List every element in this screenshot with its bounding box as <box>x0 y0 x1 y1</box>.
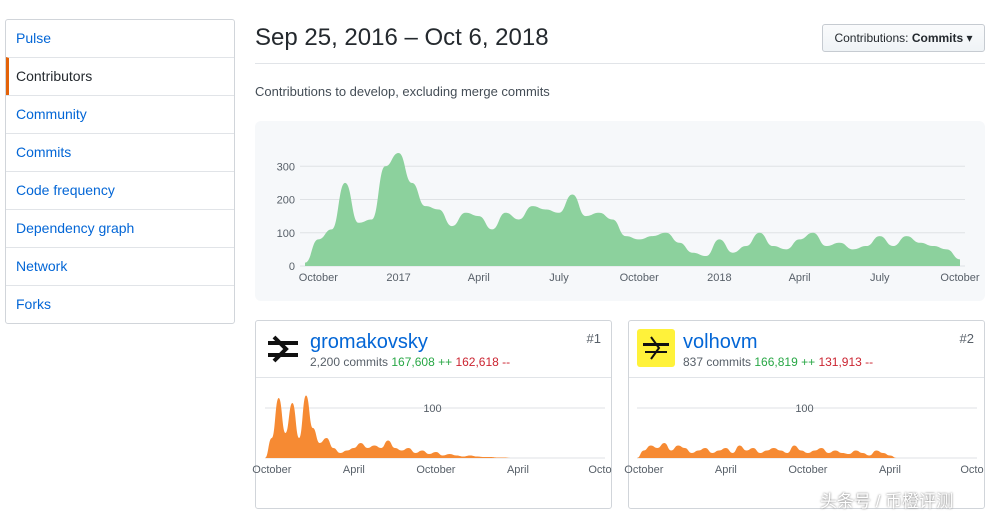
x-tick-label: October <box>252 464 291 476</box>
deletions: 131,913 -- <box>818 355 874 369</box>
y-tick-label: 100 <box>423 403 441 415</box>
x-tick-label: April <box>879 464 901 476</box>
x-tick-label: October <box>416 464 455 476</box>
x-tick-label: July <box>549 272 569 284</box>
sidebar-item[interactable]: Code frequency <box>6 171 234 209</box>
y-tick-label: 200 <box>277 195 295 207</box>
x-tick-label: October <box>940 272 979 284</box>
sidebar-item[interactable]: Dependency graph <box>6 209 234 247</box>
sidebar-item[interactable]: Commits <box>6 133 234 171</box>
divider <box>255 63 985 64</box>
commits: 2,200 commits <box>310 355 389 369</box>
avatar <box>637 329 675 367</box>
sidebar-item[interactable]: Pulse <box>16 30 52 46</box>
y-tick-label: 300 <box>277 161 295 173</box>
button-value: Commits <box>911 31 964 45</box>
x-tick-label: July <box>870 272 890 284</box>
x-tick-label: April <box>789 272 811 284</box>
x-tick-label: April <box>343 464 365 476</box>
x-tick-label: October <box>620 272 659 284</box>
stats: 2,200 commits 167,608 ++ 162,618 -- <box>310 355 510 369</box>
y-tick-label: 100 <box>277 228 295 240</box>
sidebar-item[interactable]: Community <box>6 95 234 133</box>
subtitle: Contributions to develop, excluding merg… <box>255 84 550 99</box>
x-tick-label: Octo <box>960 464 983 476</box>
area <box>265 395 600 458</box>
contributor-card: volhovm 837 commits 166,819 ++ 131,913 -… <box>628 320 985 509</box>
x-tick-label: April <box>468 272 490 284</box>
sidebar: Pulse Contributors Community Commits Code fr… <box>5 19 235 324</box>
additions: 167,608 ++ <box>391 355 453 369</box>
sidebar-item[interactable]: Contributors <box>6 57 234 95</box>
y-tick-label: 100 <box>795 403 813 415</box>
x-tick-label: October <box>788 464 827 476</box>
sidebar-item[interactable]: Network <box>6 247 234 285</box>
x-tick-label: 2017 <box>386 272 410 284</box>
rank: #1 <box>586 331 601 346</box>
x-tick-label: October <box>299 272 338 284</box>
area <box>305 152 960 266</box>
page-title: Sep 25, 2016 – Oct 6, 2018 <box>255 24 549 51</box>
avatar <box>268 335 298 363</box>
rank: #2 <box>959 331 974 346</box>
contributor-card: gromakovsky 2,200 commits 167,608 ++ 162… <box>255 320 612 509</box>
x-tick-label: 2018 <box>707 272 731 284</box>
x-tick-label: Octo <box>588 464 611 476</box>
additions: 166,819 ++ <box>754 355 816 369</box>
contributor-name[interactable]: volhovm <box>683 331 758 353</box>
deletions: 162,618 -- <box>455 355 511 369</box>
commits: 837 commits <box>683 355 752 369</box>
stats: 837 commits 166,819 ++ 131,913 -- <box>683 355 873 369</box>
button-label: Contributions: <box>834 31 909 45</box>
watermark: 头条号 / 币橙评测 <box>820 492 954 511</box>
contributions-button[interactable]: Contributions: Commits ▾ <box>822 24 985 52</box>
sidebar-item[interactable]: Forks <box>6 285 234 323</box>
contributor-name[interactable]: gromakovsky <box>310 331 428 353</box>
y-tick-label: 0 <box>289 261 295 273</box>
x-tick-label: April <box>507 464 529 476</box>
x-tick-label: April <box>715 464 737 476</box>
x-tick-label: October <box>624 464 663 476</box>
area <box>637 443 972 458</box>
